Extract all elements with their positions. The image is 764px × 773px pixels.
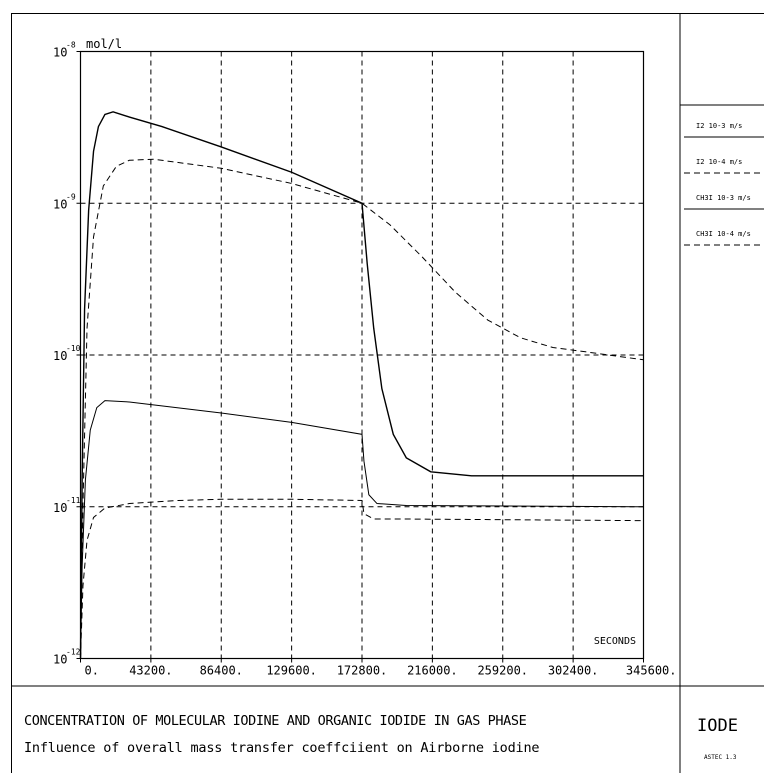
y-tick-base: 10: [53, 46, 67, 60]
y-tick-exponent: -8: [66, 41, 76, 50]
legend-item: CH3I 10-3 m/s: [684, 194, 764, 210]
y-tick-base: 10: [53, 197, 67, 211]
y-tick-label: 10-9: [53, 192, 81, 211]
legend-item: CH3I 10-4 m/s: [684, 230, 764, 246]
x-tick-label: 43200.: [129, 664, 172, 678]
x-tick-label: 129600.: [266, 664, 317, 678]
chart-title: CONCENTRATION OF MOLECULAR IODINE AND OR…: [24, 713, 527, 729]
legend-item: I2 10-4 m/s: [684, 158, 764, 174]
version-label: ASTEC 1.3: [704, 754, 737, 761]
x-tick-label: 0.: [85, 664, 99, 678]
legend-label: I2 10-4 m/s: [696, 158, 742, 166]
y-tick-exponent: -11: [66, 496, 81, 505]
x-axis-label: SECONDS: [594, 636, 636, 647]
y-tick-label: 10-11: [53, 496, 81, 515]
x-tick-label: 216000.: [407, 664, 458, 678]
y-tick-exponent: -12: [66, 648, 81, 657]
x-tick-labels: 0. 43200. 86400. 129600. 172800. 216000. 25920…: [80, 658, 677, 678]
series-line-2: [80, 158, 644, 659]
x-tick-label: 345600.: [626, 664, 677, 678]
x-tick-label: 259200.: [477, 664, 528, 678]
y-tick-exponent: -10: [66, 344, 81, 353]
y-tick-label: 10-12: [53, 648, 81, 667]
legend-item: I2 10-3 m/s: [684, 122, 764, 138]
x-tick-label: 86400.: [200, 664, 243, 678]
series-group: [79, 111, 644, 659]
code-name: IODE: [697, 716, 738, 736]
y-tick-label: 10-10: [53, 344, 81, 363]
x-tick-label: 302400.: [548, 664, 599, 678]
x-tick-label: 172800.: [337, 664, 388, 678]
series-line-1: [79, 111, 644, 659]
y-tick-base: 10: [53, 653, 67, 667]
legend-label: I2 10-3 m/s: [696, 122, 742, 130]
chart-subtitle: Influence of overall mass transfer coeff…: [24, 740, 540, 756]
legend-label: CH3I 10-3 m/s: [696, 194, 751, 202]
y-tick-base: 10: [53, 501, 67, 515]
y-unit-label: mol/l: [86, 37, 122, 51]
y-tick-label: 10-8: [53, 41, 81, 60]
y-tick-exponent: -9: [66, 192, 76, 201]
series-line-4: [80, 498, 644, 659]
legend-label: CH3I 10-4 m/s: [696, 230, 751, 238]
plot-area: 0. 43200. 86400. 129600. 172800. 216000. 25920…: [53, 37, 677, 678]
legend: I2 10-3 m/s I2 10-4 m/s CH3I 10-3 m/s CH3I …: [684, 122, 764, 246]
outer-border: [11, 13, 764, 773]
series-line-3: [80, 400, 644, 659]
grid: [80, 51, 644, 659]
y-tick-base: 10: [53, 349, 67, 363]
